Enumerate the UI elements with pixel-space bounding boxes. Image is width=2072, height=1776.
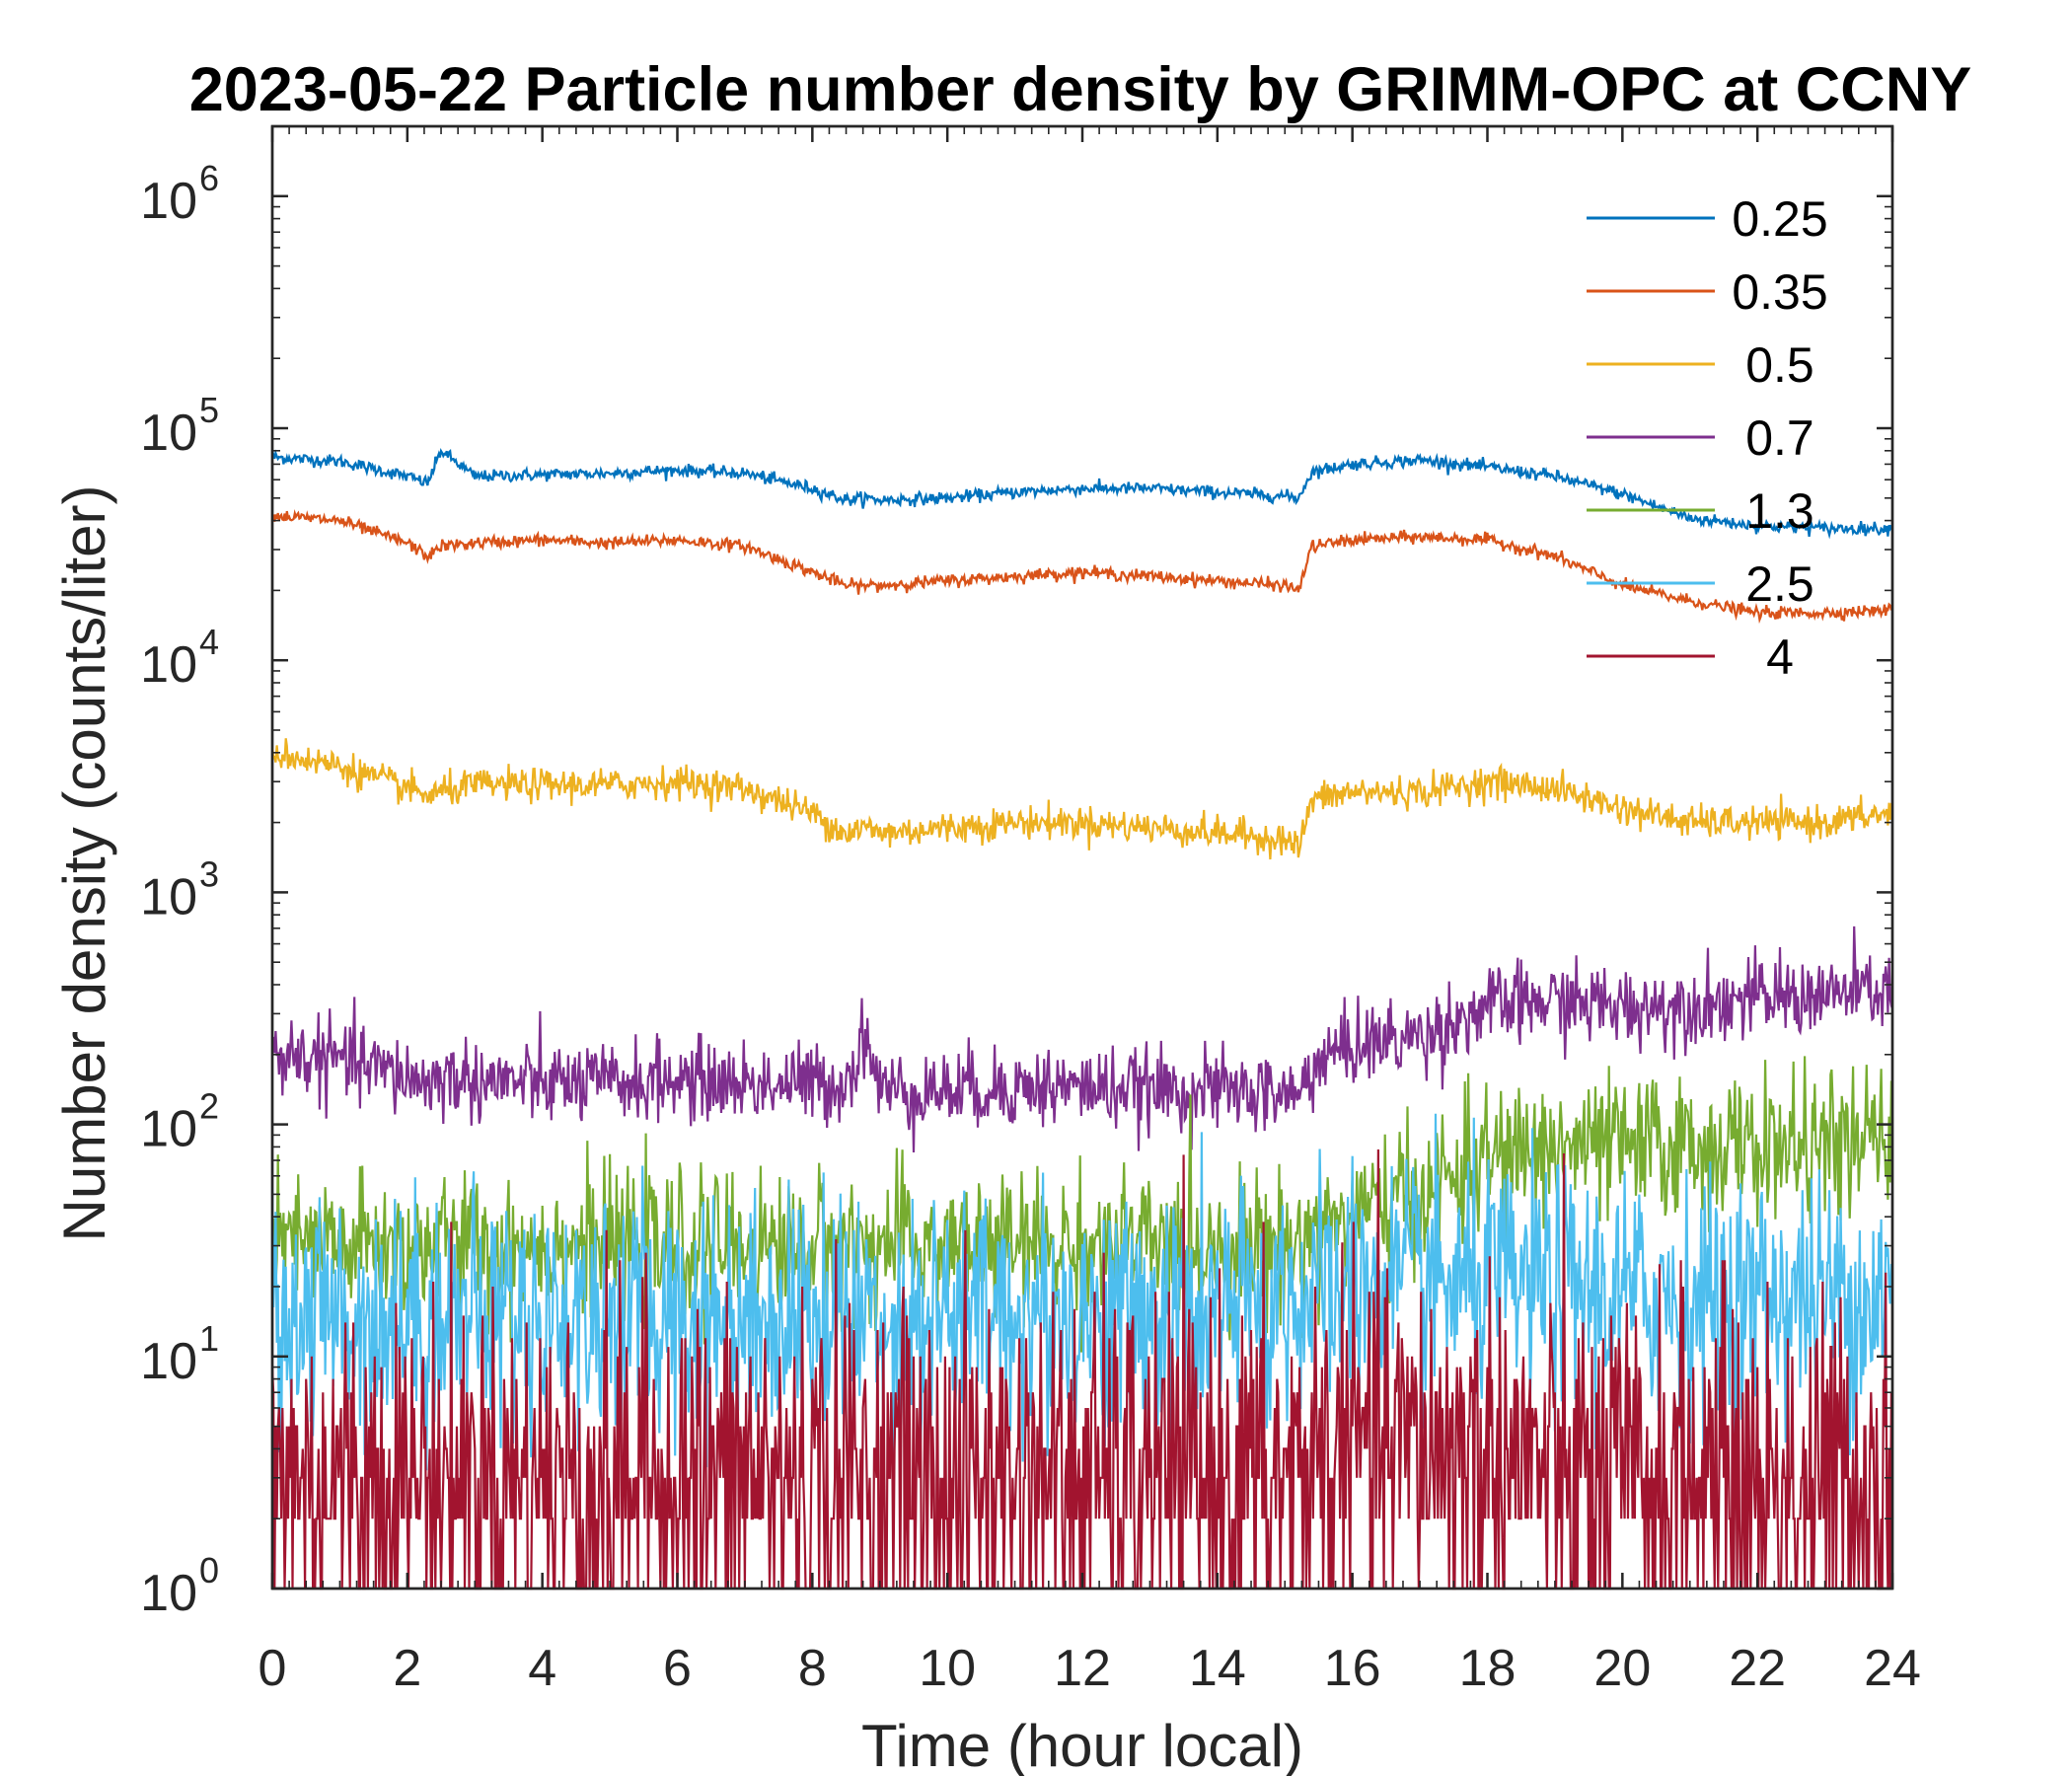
y-tick-label: 10 4 bbox=[140, 622, 219, 694]
y-tick-exponent: 4 bbox=[199, 622, 219, 662]
series-line-0.7 bbox=[270, 925, 1894, 1153]
x-tick-label: 18 bbox=[1459, 1640, 1517, 1697]
legend-item-1.3: 1.3 bbox=[1587, 483, 1814, 539]
series-line-1.3 bbox=[271, 1056, 1894, 1353]
y-tick-base: 10 bbox=[140, 868, 197, 925]
y-tick-label: 10 6 bbox=[140, 158, 219, 230]
y-tick-base: 10 bbox=[140, 1565, 197, 1622]
series-line-2.5 bbox=[270, 1113, 1894, 1499]
y-tick-exponent: 2 bbox=[199, 1086, 219, 1127]
series-line-0.5 bbox=[270, 738, 1893, 860]
y-tick-base: 10 bbox=[140, 173, 197, 230]
x-tick-label: 4 bbox=[528, 1640, 556, 1697]
x-axis-label: Time (hour local) bbox=[861, 1713, 1303, 1776]
legend-label: 0.7 bbox=[1745, 410, 1814, 466]
y-tick-exponent: 3 bbox=[199, 853, 219, 894]
x-tick-label: 6 bbox=[663, 1640, 692, 1697]
legend-label: 2.5 bbox=[1745, 556, 1814, 612]
x-tick-label: 10 bbox=[919, 1640, 976, 1697]
legend-item-0.7: 0.7 bbox=[1587, 410, 1814, 466]
y-tick-exponent: 6 bbox=[199, 158, 219, 198]
legend-item-0.5: 0.5 bbox=[1587, 337, 1814, 393]
y-tick-label: 10 0 bbox=[140, 1550, 219, 1622]
y-tick-label: 10 5 bbox=[140, 390, 219, 462]
series-line-0.35 bbox=[270, 508, 1894, 625]
legend-item-0.35: 0.35 bbox=[1587, 264, 1828, 320]
series-line-0.25 bbox=[270, 447, 1894, 540]
y-tick-label: 10 3 bbox=[140, 853, 219, 925]
x-axis-ticks: 0 2 4 6 8 10 12 14 16 18 20 22 24 bbox=[259, 126, 1921, 1697]
x-tick-label: 14 bbox=[1189, 1640, 1246, 1697]
y-tick-exponent: 0 bbox=[199, 1550, 219, 1591]
y-tick-label: 10 1 bbox=[140, 1318, 219, 1390]
y-tick-base: 10 bbox=[140, 405, 197, 462]
x-tick-label: 16 bbox=[1324, 1640, 1381, 1697]
legend-label: 0.35 bbox=[1732, 264, 1827, 320]
x-tick-label: 8 bbox=[798, 1640, 827, 1697]
x-tick-label: 12 bbox=[1054, 1640, 1111, 1697]
legend-label: 4 bbox=[1766, 629, 1794, 685]
chart-title: 2023-05-22 Particle number density by GR… bbox=[189, 55, 1972, 124]
y-axis-label: Number density (counts/liter) bbox=[51, 485, 117, 1242]
legend-label: 0.25 bbox=[1732, 191, 1827, 247]
y-tick-base: 10 bbox=[140, 636, 197, 694]
legend-item-2.5: 2.5 bbox=[1587, 556, 1814, 612]
y-tick-label: 10 2 bbox=[140, 1086, 219, 1158]
legend-label: 1.3 bbox=[1745, 483, 1814, 539]
plot-border bbox=[270, 124, 1894, 1591]
y-tick-base: 10 bbox=[140, 1101, 197, 1158]
x-tick-label: 24 bbox=[1864, 1640, 1921, 1697]
legend: 0.25 0.35 0.5 0.7 1.3 2.5 4 bbox=[1587, 191, 1828, 685]
y-tick-exponent: 5 bbox=[199, 390, 219, 430]
y-tick-exponent: 1 bbox=[199, 1318, 219, 1359]
x-tick-label: 2 bbox=[393, 1640, 421, 1697]
legend-label: 0.5 bbox=[1745, 337, 1814, 393]
legend-item-0.25: 0.25 bbox=[1587, 191, 1828, 247]
x-tick-label: 20 bbox=[1593, 1640, 1651, 1697]
x-tick-label: 0 bbox=[259, 1640, 287, 1697]
y-tick-base: 10 bbox=[140, 1333, 197, 1390]
x-tick-label: 22 bbox=[1729, 1640, 1786, 1697]
legend-item-4: 4 bbox=[1587, 629, 1794, 685]
